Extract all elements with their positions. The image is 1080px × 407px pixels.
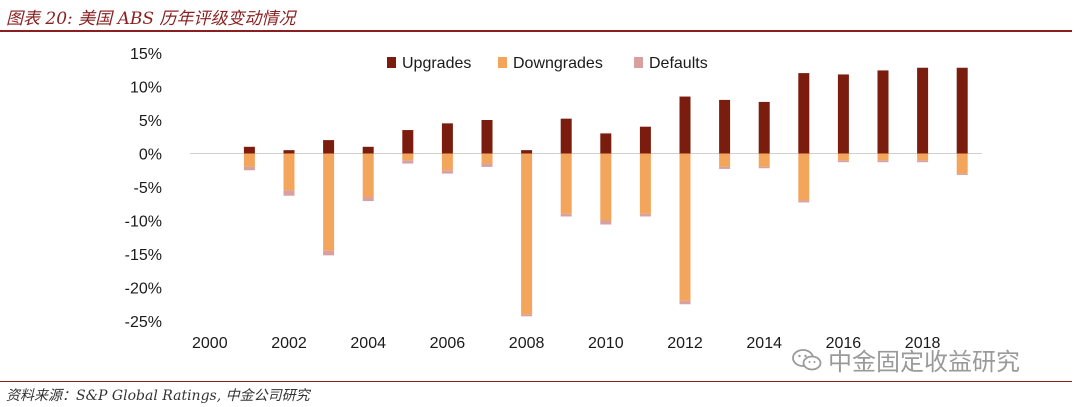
upgrades-bar [441, 123, 453, 154]
defaults-bar [837, 160, 849, 163]
defaults-bar [521, 314, 533, 317]
x-tick-label: 2010 [588, 335, 624, 352]
source-divider [0, 381, 1072, 382]
defaults-bar [877, 160, 889, 163]
downgrades-bar [560, 153, 572, 214]
legend-label: Downgrades [513, 55, 603, 72]
upgrades-bar [521, 150, 533, 154]
downgrades-bar [956, 153, 968, 174]
downgrades-bar [600, 153, 612, 221]
downgrades-bar [679, 153, 691, 301]
defaults-bar [798, 200, 810, 203]
upgrades-bar [798, 73, 810, 154]
x-tick-label: 2006 [430, 335, 466, 352]
defaults-bar [560, 213, 572, 217]
downgrades-bar [877, 153, 889, 161]
wechat-icon [792, 348, 822, 370]
upgrades-bar [917, 67, 929, 154]
y-tick-label: 10% [130, 80, 162, 97]
y-tick-label: -15% [125, 247, 162, 264]
upgrades-bar [679, 96, 691, 154]
downgrades-bar [481, 153, 493, 164]
defaults-bar [362, 197, 374, 202]
downgrades-bar [837, 153, 849, 161]
watermark: 中金固定收益研究 [792, 342, 1020, 377]
x-tick-label: 2004 [350, 335, 386, 352]
downgrades-bar [402, 153, 414, 161]
defaults-bar [402, 160, 414, 164]
x-tick-label: 2012 [667, 335, 703, 352]
x-tick-label: 2014 [746, 335, 782, 352]
upgrades-bar [837, 74, 849, 154]
defaults-bar [243, 166, 255, 171]
upgrades-bar [323, 140, 335, 154]
y-tick-label: 5% [139, 113, 162, 130]
upgrades-bar [362, 146, 374, 154]
downgrades-bar [521, 153, 533, 315]
defaults-bar [441, 170, 453, 174]
y-tick-label: -10% [125, 214, 162, 231]
upgrades-bar [402, 130, 414, 154]
upgrades-bar [719, 99, 731, 154]
downgrades-bar [639, 153, 651, 214]
x-tick-label: 2016 [826, 335, 862, 352]
downgrades-bar [758, 153, 770, 167]
defaults-bar [481, 163, 493, 167]
downgrades-bar [283, 153, 295, 191]
x-tick-label: 2018 [905, 335, 941, 352]
source-note: 资料来源：S&P Global Ratings, 中金公司研究 [6, 388, 310, 404]
upgrades-bar [481, 120, 493, 154]
downgrades-bar [243, 153, 255, 167]
legend-swatch [634, 57, 643, 68]
defaults-bar [679, 300, 691, 305]
downgrades-bar [719, 153, 731, 167]
upgrades-bar [877, 70, 889, 154]
y-tick-label: 15% [130, 46, 162, 63]
title-divider [0, 30, 1072, 32]
downgrades-bar [917, 153, 929, 161]
legend-label: Defaults [649, 55, 708, 72]
upgrades-bar [243, 146, 255, 154]
defaults-bar [917, 160, 929, 163]
defaults-bar [639, 213, 651, 217]
x-tick-label: 2000 [192, 335, 228, 352]
upgrades-bar [600, 133, 612, 154]
x-tick-label: 2002 [271, 335, 307, 352]
defaults-bar [719, 166, 731, 169]
legend-swatch [498, 57, 507, 68]
defaults-bar [956, 173, 968, 175]
y-tick-label: 0% [139, 147, 162, 164]
upgrades-bar [560, 118, 572, 154]
legend-label: Upgrades [402, 55, 471, 72]
defaults-bar [323, 250, 335, 256]
upgrades-bar [956, 67, 968, 154]
x-tick-label: 2008 [509, 335, 545, 352]
defaults-bar [600, 220, 612, 225]
y-tick-label: -5% [134, 180, 162, 197]
y-tick-label: -25% [125, 314, 162, 331]
downgrades-bar [798, 153, 810, 201]
upgrades-bar [639, 126, 651, 154]
figure-title: 图表 20: 美国 ABS 历年评级变动情况 [6, 9, 296, 29]
downgrades-bar [441, 153, 453, 171]
defaults-bar [758, 166, 770, 169]
defaults-bar [283, 190, 295, 196]
upgrades-bar [283, 150, 295, 154]
y-tick-label: -20% [125, 281, 162, 298]
downgrades-bar [323, 153, 335, 251]
downgrades-bar [362, 153, 374, 198]
watermark-text: 中金固定收益研究 [828, 348, 1020, 376]
legend-swatch [387, 57, 396, 68]
upgrades-bar [758, 101, 770, 154]
